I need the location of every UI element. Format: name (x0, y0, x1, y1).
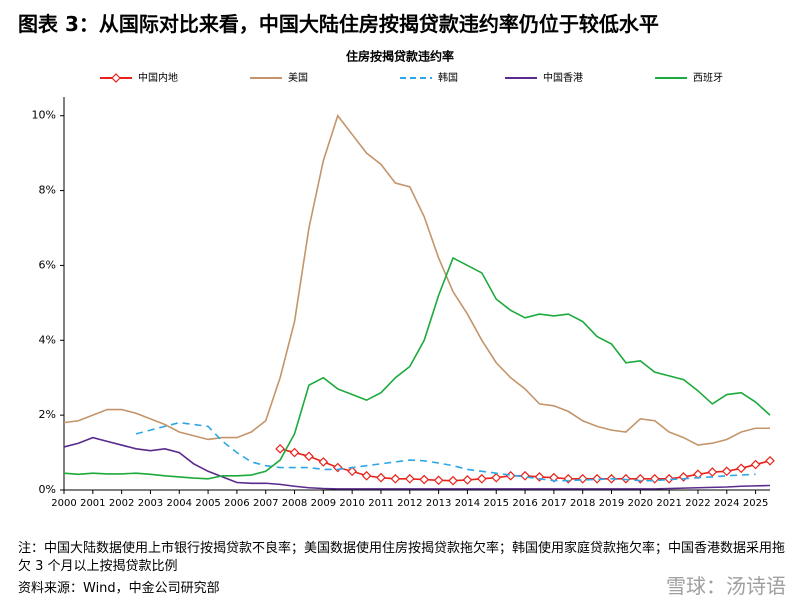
x-tick-label: 2020 (628, 498, 653, 509)
x-tick-label: 2006 (224, 498, 249, 509)
x-tick-label: 2001 (80, 498, 105, 509)
x-tick-label: 2012 (397, 498, 422, 509)
x-tick-label: 2016 (512, 498, 537, 509)
marker (505, 470, 516, 481)
marker (736, 463, 747, 474)
legend-label: 中国内地 (138, 71, 178, 84)
marker (592, 473, 602, 484)
marker (563, 473, 574, 484)
marker (433, 475, 444, 486)
marker (347, 466, 358, 477)
marker (275, 443, 285, 454)
marker (491, 472, 502, 483)
x-tick-label: 2017 (541, 498, 566, 509)
x-tick-label: 2024 (714, 498, 739, 509)
y-tick-label: 2% (39, 408, 56, 421)
marker (462, 475, 473, 485)
chart: 住房按揭贷款违约率 0% 2% 4% 6% 8% 10% 2000 2001 2002 2003 20… (32, 49, 775, 509)
y-tick-label: 0% (39, 483, 56, 496)
legend-marker (111, 73, 121, 83)
marker (635, 473, 646, 484)
x-tick-label: 2010 (339, 498, 364, 509)
legend-label: 韩国 (438, 71, 458, 84)
x-tick-label: 2003 (138, 498, 163, 509)
source: 资料来源：Wind，中金公司研究部 (18, 581, 220, 596)
line (63, 256, 771, 480)
x-tick-label: 2009 (311, 498, 336, 509)
marker (448, 475, 458, 486)
x-tick-label: 2018 (570, 498, 595, 509)
x-tick-label: 2011 (368, 498, 393, 509)
x-tick-label: 2013 (426, 498, 451, 509)
marker (577, 473, 588, 484)
marker (332, 462, 343, 473)
marker (765, 455, 775, 466)
x-tick-label: 2021 (656, 498, 681, 509)
marker (289, 447, 300, 458)
x-tick-label: 2008 (282, 498, 307, 509)
x-tick-label: 2015 (484, 498, 509, 509)
x-tick-label: 2014 (455, 498, 480, 509)
marker (476, 473, 487, 484)
marker (721, 466, 732, 477)
x-tick-label: 2022 (685, 498, 710, 509)
y-tick-label: 10% (32, 109, 56, 122)
x-tick-label: 2004 (167, 498, 192, 509)
y-tick-label: 6% (39, 258, 56, 271)
legend-label: 美国 (288, 71, 308, 84)
x-tick-label: 2005 (195, 498, 220, 509)
watermark: 雪球：汤诗语 (666, 574, 786, 598)
line (63, 436, 771, 490)
marker (404, 473, 415, 484)
title: 图表 3：从国际对比来看，中国大陆住房按揭贷款违约率仍位于较低水平 (18, 12, 659, 36)
marker (664, 473, 674, 484)
marker (750, 459, 761, 470)
line (63, 114, 770, 446)
marker (520, 470, 530, 481)
marker (376, 472, 386, 483)
x-tick-label: 2000 (51, 498, 76, 509)
x-tick-label: 2007 (253, 498, 278, 509)
y-tick-label: 4% (39, 333, 56, 346)
x-tick-label: 2002 (109, 498, 134, 509)
marker (419, 474, 430, 485)
marker (390, 473, 401, 484)
note: 注：中国大陆数据使用上市银行按揭贷款不良率；美国数据使用住房按揭贷款拖欠率；韩国… (18, 541, 786, 574)
chart-title: 住房按揭贷款违约率 (346, 49, 454, 64)
marker (304, 451, 314, 462)
marker (649, 473, 660, 484)
legend-label: 西班牙 (693, 72, 723, 84)
line (135, 421, 756, 482)
legend-label: 中国香港 (543, 71, 583, 84)
y-tick-label: 8% (39, 184, 56, 197)
marker (678, 472, 689, 482)
marker (707, 467, 718, 477)
x-tick-label: 2025 (743, 498, 768, 509)
x-tick-label: 2019 (599, 498, 624, 509)
marker (361, 470, 372, 481)
marker (318, 457, 329, 467)
